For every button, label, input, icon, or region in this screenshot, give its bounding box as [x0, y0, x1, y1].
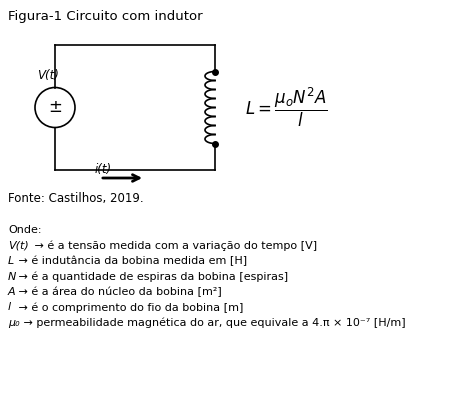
Text: $\pm$: $\pm$ — [48, 98, 62, 117]
Text: V(t): V(t) — [8, 241, 29, 251]
Text: l: l — [8, 303, 11, 313]
Text: → é a quantidade de espiras da bobina [espiras]: → é a quantidade de espiras da bobina [e… — [15, 271, 288, 282]
Text: V(t): V(t) — [37, 68, 59, 81]
Text: → é o comprimento do fio da bobina [m]: → é o comprimento do fio da bobina [m] — [15, 303, 244, 313]
Text: μ₀: μ₀ — [8, 318, 19, 328]
Text: → é indutância da bobina medida em [H]: → é indutância da bobina medida em [H] — [15, 256, 247, 266]
Text: → permeabilidade magnética do ar, que equivale a 4.π × 10⁻⁷ [H/m]: → permeabilidade magnética do ar, que eq… — [20, 318, 406, 328]
Text: Fonte: Castilhos, 2019.: Fonte: Castilhos, 2019. — [8, 192, 144, 205]
Text: $L = \dfrac{\mu_o N^2 A}{l}$: $L = \dfrac{\mu_o N^2 A}{l}$ — [245, 86, 328, 129]
Text: N: N — [8, 271, 17, 281]
Text: → é a tensão medida com a variação do tempo [V]: → é a tensão medida com a variação do te… — [31, 241, 317, 251]
Text: → é a área do núcleo da bobina [m²]: → é a área do núcleo da bobina [m²] — [15, 287, 222, 297]
Text: i(t): i(t) — [95, 163, 112, 176]
Text: Onde:: Onde: — [8, 225, 42, 235]
Text: A: A — [8, 287, 16, 297]
Text: Figura-1 Circuito com indutor: Figura-1 Circuito com indutor — [8, 10, 202, 23]
Text: L: L — [8, 256, 14, 266]
